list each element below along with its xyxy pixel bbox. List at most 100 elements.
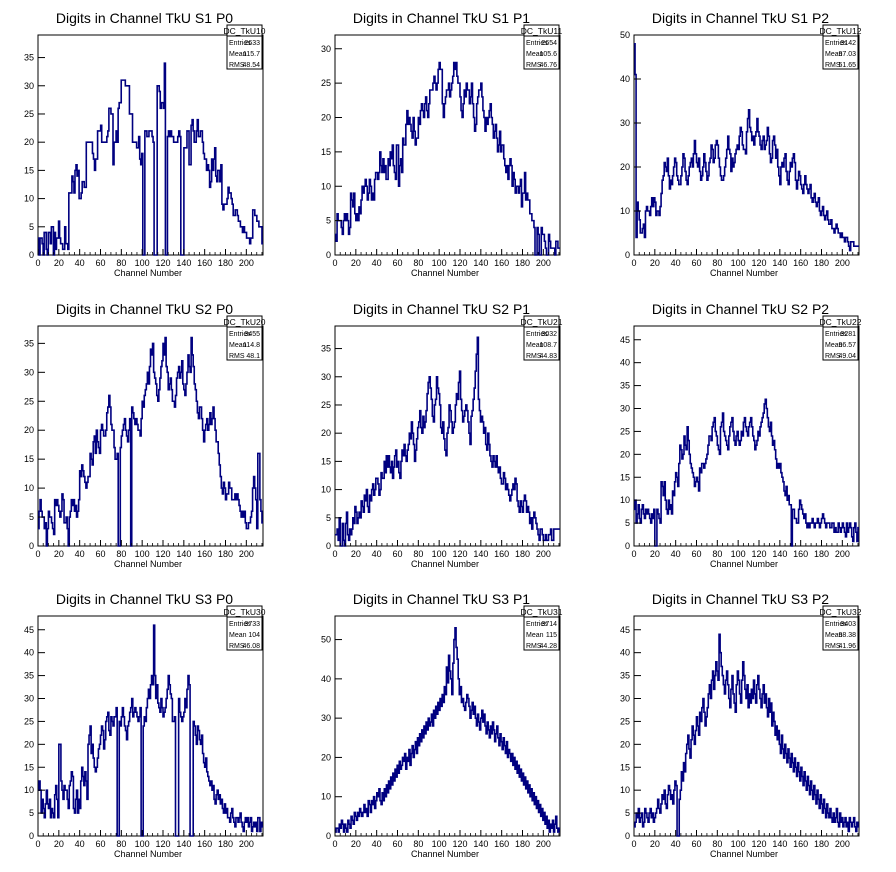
- stats-label: Entries: [229, 40, 251, 47]
- x-tick-label: 100: [135, 258, 150, 268]
- y-tick-label: 0: [326, 831, 331, 841]
- x-axis-label: Channel Number: [710, 268, 778, 278]
- stats-name: DC_TkU12: [819, 26, 861, 36]
- stats-box: [822, 315, 859, 361]
- y-tick-label: 45: [24, 625, 34, 635]
- y-tick-label: 25: [321, 78, 331, 88]
- y-tick-label: 45: [620, 625, 630, 635]
- x-tick-label: 0: [35, 258, 40, 268]
- y-tick-label: 30: [620, 118, 630, 128]
- x-tick-label: 20: [650, 549, 660, 559]
- x-tick-label: 200: [835, 258, 850, 268]
- y-tick-label: 45: [620, 335, 630, 345]
- plot-frame: [633, 34, 860, 256]
- stats-label: Mean: [825, 632, 843, 639]
- x-tick-label: 120: [452, 549, 467, 559]
- x-axis-label: Channel Number: [114, 268, 182, 278]
- histogram-panel: Digits in Channel TkU S3 P10 20 40 60 80 100 1…: [321, 591, 563, 859]
- stats-label: RMS: [825, 353, 841, 360]
- x-tick-label: 200: [239, 839, 254, 849]
- stats-value: 2633: [244, 40, 260, 47]
- plot-frame: [633, 615, 860, 837]
- y-tick-label: 50: [321, 635, 331, 645]
- x-tick-label: 140: [176, 258, 191, 268]
- plot-frame: [334, 325, 561, 547]
- x-tick-label: 40: [671, 549, 681, 559]
- y-tick-label: 30: [620, 404, 630, 414]
- stats-box: [226, 605, 263, 651]
- stats-label: Entries: [229, 331, 251, 338]
- y-tick-label: 0: [29, 831, 34, 841]
- x-tick-label: 20: [650, 258, 660, 268]
- histogram-line: [335, 336, 560, 547]
- x-tick-label: 100: [432, 549, 447, 559]
- x-tick-label: 80: [712, 258, 722, 268]
- x-tick-label: 160: [197, 839, 212, 849]
- x-axis-label: Channel Number: [411, 849, 479, 859]
- x-tick-label: 60: [95, 258, 105, 268]
- stats-value: 48.54: [242, 62, 260, 69]
- panel-title: Digits in Channel TkU S3 P0: [56, 591, 233, 607]
- y-tick-label: 35: [620, 381, 630, 391]
- y-tick-label: 25: [24, 716, 34, 726]
- stats-value: 115.7: [243, 51, 260, 58]
- x-tick-label: 180: [515, 839, 530, 849]
- y-tick-label: 20: [321, 113, 331, 123]
- histogram-panel: Digits in Channel TkU S1 P00 20 40 60 80 100 1…: [24, 10, 266, 278]
- y-tick-label: 15: [24, 762, 34, 772]
- panel-title: Digits in Channel TkU S1 P2: [652, 10, 829, 26]
- y-tick-label: 0: [625, 831, 630, 841]
- stats-box: [523, 605, 560, 651]
- x-tick-label: 120: [155, 258, 170, 268]
- panel-title: Digits in Channel TkU S2 P0: [56, 301, 233, 317]
- stats-value: 51.65: [838, 62, 856, 69]
- stats-name: DC_TkU11: [521, 26, 563, 36]
- x-tick-label: 120: [155, 839, 170, 849]
- y-tick-label: 20: [24, 425, 34, 435]
- y-tick-label: 0: [29, 541, 34, 551]
- x-tick-label: 140: [772, 839, 787, 849]
- stats-label: RMS: [526, 62, 542, 69]
- histogram-line: [335, 61, 560, 256]
- stats-value: 3455: [244, 331, 260, 338]
- stats-value: 114.8: [243, 342, 260, 349]
- y-tick-label: 20: [24, 137, 34, 147]
- x-tick-label: 200: [536, 258, 551, 268]
- stats-label: Mean: [526, 632, 544, 639]
- y-tick-label: 25: [24, 109, 34, 119]
- x-tick-label: 20: [54, 839, 64, 849]
- histogram-line: [38, 62, 263, 256]
- x-tick-label: 100: [432, 839, 447, 849]
- x-tick-label: 0: [631, 258, 636, 268]
- histogram-panel: Digits in Channel TkU S3 P20 20 40 60 80 100 1…: [620, 591, 862, 859]
- x-tick-label: 0: [332, 839, 337, 849]
- y-tick-label: 5: [625, 518, 630, 528]
- x-tick-label: 20: [650, 839, 660, 849]
- y-tick-label: 10: [321, 485, 331, 495]
- histogram-line: [38, 336, 263, 547]
- x-tick-label: 200: [536, 839, 551, 849]
- x-tick-label: 160: [793, 839, 808, 849]
- histogram-line: [335, 626, 560, 833]
- y-tick-label: 5: [29, 512, 34, 522]
- x-tick-label: 140: [772, 258, 787, 268]
- y-tick-label: 30: [24, 81, 34, 91]
- x-tick-label: 160: [197, 258, 212, 268]
- stats-name: DC_TkU31: [520, 607, 562, 617]
- panel-title: Digits in Channel TkU S2 P1: [353, 301, 530, 317]
- x-tick-label: 180: [515, 258, 530, 268]
- stats-value: 3733: [244, 621, 260, 628]
- stats-box: [822, 605, 859, 651]
- stats-value: 49.04: [838, 353, 856, 360]
- x-tick-label: 200: [835, 549, 850, 559]
- x-tick-label: 80: [712, 839, 722, 849]
- stats-label: RMS: [825, 643, 841, 650]
- y-tick-label: 40: [321, 674, 331, 684]
- x-tick-label: 0: [332, 549, 337, 559]
- plot-frame: [37, 615, 264, 837]
- x-tick-label: 80: [116, 549, 126, 559]
- x-tick-label: 180: [814, 258, 829, 268]
- x-axis-label: Channel Number: [411, 268, 479, 278]
- y-tick-label: 0: [625, 541, 630, 551]
- x-tick-label: 40: [671, 258, 681, 268]
